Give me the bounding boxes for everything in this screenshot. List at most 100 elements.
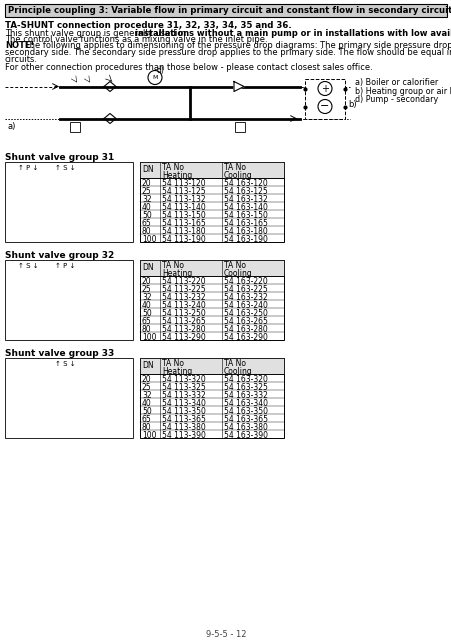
Text: Shunt valve group 31: Shunt valve group 31 (5, 154, 114, 163)
Text: 54 163-220: 54 163-220 (224, 277, 267, 286)
Bar (140, 161, 283, 241)
Text: 80: 80 (142, 325, 151, 334)
Circle shape (318, 81, 331, 95)
Bar (5, 358, 133, 438)
Text: DN: DN (142, 264, 153, 273)
Text: Cooling: Cooling (224, 269, 252, 278)
Bar (70, 122, 80, 131)
Text: 54 163-140: 54 163-140 (224, 203, 267, 212)
Bar (140, 358, 283, 374)
Text: 54 163-320: 54 163-320 (224, 375, 267, 384)
Text: secondary side. The secondary side pressure drop applies to the primary side. Th: secondary side. The secondary side press… (5, 48, 451, 57)
Text: TA No: TA No (224, 360, 245, 369)
Circle shape (147, 70, 161, 84)
Text: 54 163-280: 54 163-280 (224, 325, 267, 334)
Text: 54 113-280: 54 113-280 (161, 325, 205, 334)
Text: a) Boiler or calorifier: a) Boiler or calorifier (354, 79, 437, 88)
Polygon shape (234, 81, 244, 92)
Text: +: + (320, 83, 328, 93)
Text: 54 113-220: 54 113-220 (161, 277, 205, 286)
Text: b) Heating group or air heater/cooler: b) Heating group or air heater/cooler (354, 86, 451, 95)
Text: 50: 50 (142, 407, 152, 416)
Text: 50: 50 (142, 309, 152, 318)
Text: TA No: TA No (224, 163, 245, 173)
Text: ↑ S ↓: ↑ S ↓ (55, 164, 75, 170)
Text: 54 113-125: 54 113-125 (161, 187, 205, 196)
Text: 54 113-365: 54 113-365 (161, 415, 205, 424)
Text: 54 113-165: 54 113-165 (161, 219, 205, 228)
Text: ↑ S ↓: ↑ S ↓ (55, 360, 75, 367)
Bar (235, 122, 244, 131)
Text: 54 163-125: 54 163-125 (224, 187, 267, 196)
Text: installations without a main pump or in installations with low available pressur: installations without a main pump or in … (134, 29, 451, 38)
Text: 54 163-232: 54 163-232 (224, 293, 267, 302)
Text: a): a) (8, 122, 16, 131)
Text: 25: 25 (142, 187, 151, 196)
Text: TA No: TA No (161, 360, 184, 369)
Polygon shape (104, 113, 116, 124)
Text: NOTE!: NOTE! (5, 42, 34, 51)
Text: DN: DN (142, 362, 153, 371)
Text: 54 113-390: 54 113-390 (161, 431, 205, 440)
Text: 32: 32 (142, 293, 151, 302)
Text: 54 113-320: 54 113-320 (161, 375, 205, 384)
Text: 54 163-365: 54 163-365 (224, 415, 267, 424)
Text: Shunt valve group 33: Shunt valve group 33 (5, 349, 114, 358)
Text: 54 163-150: 54 163-150 (224, 211, 267, 220)
Text: 54 113-180: 54 113-180 (161, 227, 205, 236)
Text: 54 163-240: 54 163-240 (224, 301, 267, 310)
Text: ↑ P ↓: ↑ P ↓ (55, 262, 75, 269)
Text: 32: 32 (142, 195, 151, 204)
Text: 54 113-250: 54 113-250 (161, 309, 205, 318)
Text: 54 113-265: 54 113-265 (161, 317, 205, 326)
Text: circuits.: circuits. (5, 54, 38, 63)
Bar (304, 79, 344, 118)
Bar (5, 4, 446, 17)
Text: 80: 80 (142, 423, 151, 432)
Text: 54 113-380: 54 113-380 (161, 423, 205, 432)
Text: 54 163-265: 54 163-265 (224, 317, 267, 326)
Text: 54 163-165: 54 163-165 (224, 219, 267, 228)
Polygon shape (104, 81, 116, 92)
Bar (5, 161, 133, 241)
Text: 100: 100 (142, 333, 156, 342)
Text: 54 113-340: 54 113-340 (161, 399, 205, 408)
Text: 80: 80 (142, 227, 151, 236)
Text: Heating: Heating (161, 170, 192, 179)
Text: ↑ S ↓: ↑ S ↓ (18, 262, 38, 269)
Text: 100: 100 (142, 235, 156, 244)
Text: 54 113-350: 54 113-350 (161, 407, 205, 416)
Text: ↑ P ↓: ↑ P ↓ (18, 164, 38, 170)
Text: Shunt valve group 32: Shunt valve group 32 (5, 252, 114, 260)
Text: b): b) (347, 100, 356, 109)
Text: This shunt valve group is generally used in: This shunt valve group is generally used… (5, 29, 189, 38)
Text: 54 113-325: 54 113-325 (161, 383, 205, 392)
Text: 54 163-390: 54 163-390 (224, 431, 267, 440)
Circle shape (318, 99, 331, 113)
Text: The control valve functions as a mixing valve in the inlet pipe.: The control valve functions as a mixing … (5, 35, 267, 44)
Text: 54 163-380: 54 163-380 (224, 423, 267, 432)
Text: The following applies to dimensioning of the pressure drop diagrams: The primary: The following applies to dimensioning of… (22, 42, 451, 51)
Text: Cooling: Cooling (224, 170, 252, 179)
Text: TA No: TA No (161, 163, 184, 173)
Text: 40: 40 (142, 399, 152, 408)
Text: Heating: Heating (161, 367, 192, 376)
Text: 65: 65 (142, 317, 152, 326)
Text: 54 113-240: 54 113-240 (161, 301, 205, 310)
Text: 20: 20 (142, 277, 151, 286)
Text: Cooling: Cooling (224, 367, 252, 376)
Text: 54 163-190: 54 163-190 (224, 235, 267, 244)
Text: 54 113-120: 54 113-120 (161, 179, 205, 188)
Text: 54 113-190: 54 113-190 (161, 235, 205, 244)
Text: 40: 40 (142, 203, 152, 212)
Text: 9-5-5 - 12: 9-5-5 - 12 (205, 630, 246, 639)
Text: 54 163-350: 54 163-350 (224, 407, 267, 416)
Text: 54 113-150: 54 113-150 (161, 211, 205, 220)
Text: 65: 65 (142, 219, 152, 228)
Text: d) Pump - secondary: d) Pump - secondary (354, 95, 437, 104)
Text: 54 163-120: 54 163-120 (224, 179, 267, 188)
Text: 54 163-332: 54 163-332 (224, 391, 267, 400)
Text: 54 113-132: 54 113-132 (161, 195, 205, 204)
Bar (140, 161, 283, 177)
Text: 54 113-290: 54 113-290 (161, 333, 205, 342)
